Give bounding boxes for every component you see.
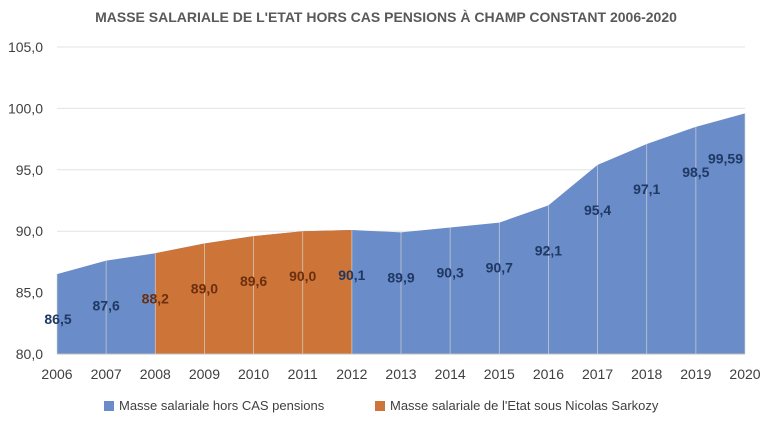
data-label: 90,3 [437,265,464,281]
data-label: 86,5 [44,311,71,327]
x-tick-label: 2008 [140,366,171,382]
x-tick-label: 2007 [91,366,122,382]
data-label: 89,9 [387,269,414,285]
y-tick-label: 90,0 [16,223,43,239]
x-tick-label: 2006 [41,366,72,382]
data-label: 90,0 [289,268,316,284]
data-label: 88,2 [142,290,169,306]
x-tick-label: 2018 [631,366,662,382]
data-label: 98,5 [682,164,709,180]
data-label: 90,1 [338,267,365,283]
y-tick-label: 100,0 [8,100,43,116]
data-label: 90,7 [486,260,513,276]
data-label: 89,0 [191,280,218,296]
y-tick-label: 95,0 [16,162,43,178]
x-tick-label: 2010 [238,366,269,382]
y-tick-label: 80,0 [16,346,43,362]
data-label: 99,59 [708,150,743,166]
x-tick-label: 2015 [484,366,515,382]
legend-label: Masse salariale hors CAS pensions [119,398,325,413]
x-tick-label: 2020 [729,366,760,382]
legend-swatch [104,401,114,411]
x-tick-label: 2014 [435,366,466,382]
data-label: 87,6 [93,298,120,314]
data-label: 89,6 [240,273,267,289]
legend-swatch [375,401,385,411]
data-label: 95,4 [584,202,611,218]
y-tick-label: 85,0 [16,285,43,301]
x-tick-label: 2011 [288,366,318,382]
x-tick-label: 2017 [582,366,613,382]
x-tick-label: 2013 [385,366,416,382]
legend-label: Masse salariale de l'Etat sous Nicolas S… [390,398,659,413]
x-tick-label: 2009 [189,366,220,382]
data-label: 97,1 [633,181,660,197]
x-tick-label: 2019 [680,366,711,382]
x-tick-label: 2012 [336,366,367,382]
chart-title: MASSE SALARIALE DE L'ETAT HORS CAS PENSI… [95,9,677,25]
data-label: 92,1 [535,242,562,258]
y-tick-label: 105,0 [8,39,43,55]
x-tick-label: 2016 [533,366,564,382]
